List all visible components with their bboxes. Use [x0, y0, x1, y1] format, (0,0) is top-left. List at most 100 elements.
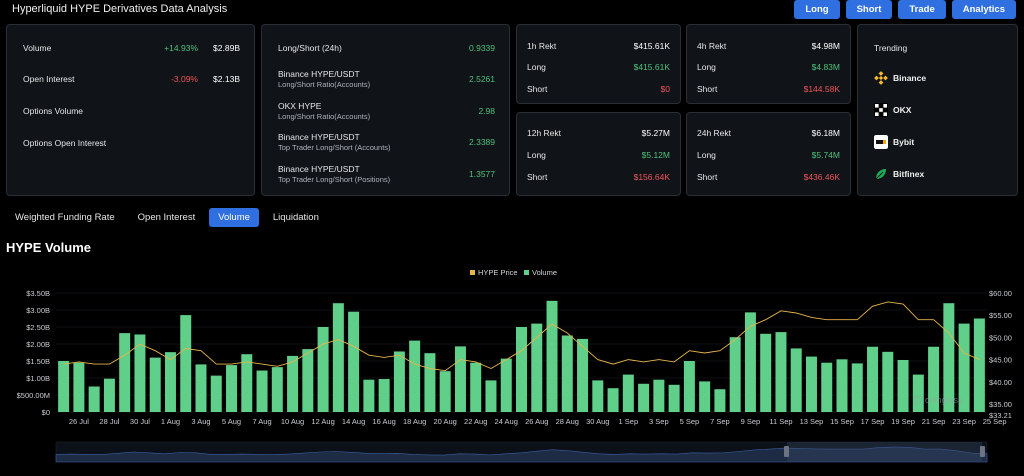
long-button[interactable]: Long	[794, 0, 840, 19]
tab-open-interest[interactable]: Open Interest	[137, 212, 196, 223]
x-tick-label: 17 Sep	[861, 417, 885, 426]
volume-bar	[714, 389, 726, 412]
trending-item-label: OKX	[893, 105, 912, 115]
volume-bar	[271, 367, 283, 412]
volume-bar	[760, 333, 772, 412]
volume-bar	[943, 303, 955, 412]
y-right-tick-label: $35.00	[989, 400, 1012, 409]
watermark-text: coinglass	[925, 395, 963, 405]
volume-bar	[653, 379, 665, 412]
x-tick-label: 21 Sep	[922, 417, 946, 426]
tab-weighted-funding-rate[interactable]: Weighted Funding Rate	[15, 212, 115, 223]
volume-bar	[699, 381, 711, 412]
x-tick-label: 30 Jul	[130, 417, 150, 426]
trending-item-label: Binance	[893, 73, 927, 83]
ratio-value: 1.3577	[469, 169, 495, 179]
volume-bar	[149, 357, 161, 412]
ratio-value: 2.98	[478, 106, 495, 116]
x-tick-label: 1 Aug	[161, 417, 180, 426]
rekt-short-label: Short	[527, 172, 548, 182]
y-left-tick-label: $2.00B	[26, 340, 50, 349]
short-button[interactable]: Short	[845, 0, 893, 19]
volume-bar	[226, 365, 238, 412]
volume-bar	[302, 349, 314, 412]
tab-volume[interactable]: Volume	[209, 208, 259, 227]
x-tick-label: 28 Aug	[556, 417, 579, 426]
ratio-label: Binance HYPE/USDT	[278, 164, 360, 174]
tab-liquidation[interactable]: Liquidation	[272, 212, 319, 223]
rekt-long-label: Long	[527, 62, 546, 72]
volume-bar	[241, 354, 253, 412]
trending-card: Trending Binance OKX Bybit Bitfinex	[857, 24, 1018, 196]
rekt-long: $5.12M	[641, 150, 670, 160]
market-label: Options Volume	[23, 106, 84, 116]
rekt-short: $0	[660, 84, 670, 94]
volume-bar	[790, 348, 802, 412]
market-overview-card: Volume +14.93% $2.89B Open Interest -3.0…	[6, 24, 255, 196]
long-short-card: Long/Short (24h) 0.9339 Binance HYPE/USD…	[261, 24, 510, 196]
trending-item-okx[interactable]: OKX	[874, 102, 911, 118]
volume-bar	[546, 300, 558, 412]
x-tick-label: 5 Sep	[680, 417, 700, 426]
okx-icon	[874, 103, 888, 117]
market-label: Options Open Interest	[23, 138, 107, 148]
trending-item-binance[interactable]: Binance	[874, 70, 926, 86]
x-tick-label: 26 Aug	[525, 417, 548, 426]
trending-item-bitfinex[interactable]: Bitfinex	[874, 166, 924, 182]
x-tick-label: 3 Sep	[649, 417, 669, 426]
chart-tabs: Weighted Funding Rate Open Interest Volu…	[6, 208, 328, 227]
y-right-tick-label: $45.00	[989, 356, 1012, 365]
volume-bar	[454, 346, 466, 412]
y-right-tick-label: $50.00	[989, 333, 1012, 342]
analytics-button[interactable]: Analytics	[951, 0, 1016, 19]
navigator-handle-left[interactable]	[784, 446, 789, 457]
volume-bar	[88, 386, 100, 412]
rekt-card-24h: 24h Rekt $6.18M Long $5.74M Short $436.46K	[686, 112, 851, 196]
x-tick-label: 28 Jul	[99, 417, 119, 426]
ratio-sublabel: Long/Short Ratio(Accounts)	[278, 80, 371, 89]
volume-bar	[134, 334, 146, 412]
ratio-label: OKX HYPE	[278, 101, 322, 111]
x-tick-label: 26 Jul	[69, 417, 89, 426]
x-tick-label: 23 Sep	[952, 417, 976, 426]
navigator-handle-right[interactable]	[980, 446, 985, 457]
volume-bar	[638, 383, 650, 412]
market-change: +14.93%	[164, 43, 198, 53]
volume-bar	[500, 358, 512, 412]
ratio-sublabel: Top Trader Long/Short (Accounts)	[278, 143, 391, 152]
volume-bar	[439, 371, 451, 412]
volume-bar	[256, 370, 268, 412]
rekt-long: $4.83M	[811, 62, 840, 72]
trade-button[interactable]: Trade	[898, 0, 946, 19]
legend-item-price[interactable]: HYPE Price	[478, 268, 518, 277]
volume-bar	[332, 303, 344, 412]
volume-bar	[683, 361, 695, 412]
volume-bar	[393, 351, 405, 412]
rekt-long-label: Long	[697, 62, 716, 72]
y-left-tick-label: $3.00B	[26, 306, 50, 315]
rekt-short-label: Short	[527, 84, 548, 94]
volume-bar	[180, 315, 192, 412]
x-tick-label: 12 Aug	[311, 417, 334, 426]
volume-bar	[58, 361, 70, 412]
volume-bar	[668, 384, 680, 412]
y-left-tick-label: $500.00M	[17, 391, 50, 400]
rekt-short-label: Short	[697, 172, 718, 182]
rekt-long-label: Long	[697, 150, 716, 160]
rekt-total: $4.98M	[811, 41, 840, 51]
ratio-label: Binance HYPE/USDT	[278, 69, 360, 79]
ratio-label: Long/Short (24h)	[278, 43, 342, 53]
y-left-tick-label: $2.50B	[26, 323, 50, 332]
y-right-min-label: $33.21	[989, 411, 1012, 420]
x-tick-label: 14 Aug	[342, 417, 365, 426]
volume-bar	[195, 364, 207, 412]
legend-item-volume[interactable]: Volume	[532, 268, 557, 277]
rekt-long-label: Long	[527, 150, 546, 160]
trending-item-bybit[interactable]: Bybit	[874, 134, 914, 150]
y-left-tick-label: $0	[42, 408, 50, 417]
volume-bar	[531, 323, 543, 412]
volume-bar	[363, 379, 375, 412]
volume-bar	[210, 375, 222, 412]
rekt-card-1h: 1h Rekt $415.61K Long $415.61K Short $0	[516, 24, 681, 104]
x-tick-label: 3 Aug	[191, 417, 210, 426]
